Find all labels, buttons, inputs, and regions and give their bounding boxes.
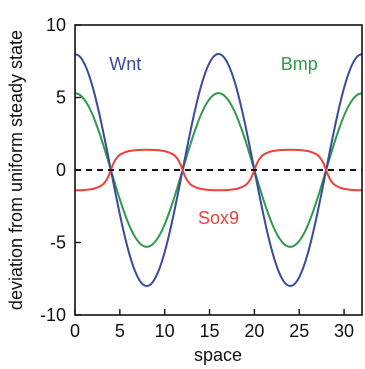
x-axis-ticks: 0 5 10 15 20 25 30 bbox=[70, 309, 354, 341]
y-axis-title: deviation from uniform steady state bbox=[6, 30, 26, 310]
series-labels: Wnt Bmp Sox9 bbox=[109, 54, 318, 228]
series-label-bmp: Bmp bbox=[281, 54, 318, 74]
series-label-wnt: Wnt bbox=[109, 54, 141, 74]
x-tick-label: 25 bbox=[289, 321, 309, 341]
x-tick-label: 30 bbox=[334, 321, 354, 341]
x-tick-label: 20 bbox=[244, 321, 264, 341]
y-tick-label: 0 bbox=[56, 160, 66, 180]
plot-frame bbox=[74, 24, 363, 316]
x-tick-label: 15 bbox=[200, 321, 220, 341]
series-line-bmp bbox=[75, 92, 362, 248]
x-axis-title: space bbox=[194, 345, 242, 365]
y-tick-label: -5 bbox=[50, 233, 66, 253]
y-tick-label: 5 bbox=[56, 88, 66, 108]
x-tick-label: 5 bbox=[115, 321, 125, 341]
series-line-sox9 bbox=[75, 148, 362, 192]
series-line-wnt bbox=[75, 53, 362, 287]
series-label-sox9: Sox9 bbox=[198, 208, 239, 228]
y-tick-label: 10 bbox=[46, 15, 66, 35]
x-tick-label: 10 bbox=[155, 321, 175, 341]
series-lines bbox=[75, 53, 362, 287]
x-tick-label: 0 bbox=[70, 321, 80, 341]
y-tick-label: -10 bbox=[40, 305, 66, 325]
y-axis-ticks: 10 5 0 -5 -10 bbox=[40, 15, 81, 325]
